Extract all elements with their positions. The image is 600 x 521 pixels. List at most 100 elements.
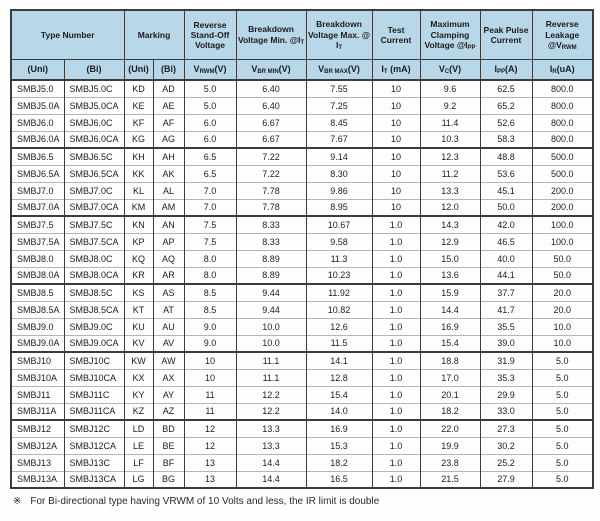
table-cell: 7.55 [305, 79, 373, 97]
table-cell: SMBJ6.5 [10, 147, 65, 165]
table-cell: 50.0 [531, 249, 594, 267]
table-cell: 46.5 [479, 232, 533, 250]
col-header-reverse-standoff-voltage: Reverse Stand-Off Voltage [183, 9, 237, 60]
subheader-it: IT (mA) [371, 59, 421, 81]
table-cell: AX [152, 368, 185, 386]
col-header-max-clamping-voltage: Maximum Clamping Voltage @IPP [419, 9, 481, 60]
table-cell: 10 [371, 130, 421, 149]
table-cell: 12.9 [419, 232, 481, 250]
table-cell: SMBJ13C [63, 453, 125, 471]
footnote-text: For Bi-directional type having VRWM of 1… [30, 496, 380, 507]
table-cell: 9.44 [235, 283, 307, 301]
table-cell: SMBJ6.0CA [63, 130, 125, 149]
table-cell: SMBJ8.5CA [63, 300, 125, 318]
table-cell: KH [123, 147, 154, 165]
table-cell: 20.0 [531, 283, 594, 301]
table-cell: 19.9 [419, 436, 481, 454]
table-cell: SMBJ9.0 [10, 317, 65, 335]
subheader-uni-type: (Uni) [10, 59, 65, 81]
table-cell: 7.5 [183, 215, 237, 233]
table-cell: 9.44 [235, 300, 307, 318]
subheader-bi-marking: (Bi) [152, 59, 185, 81]
table-cell: 5.0 [531, 436, 594, 454]
table-cell: 50.0 [479, 198, 533, 217]
table-cell: 15.3 [305, 436, 373, 454]
table-cell: 800.0 [531, 79, 594, 97]
table-row: SMBJ8.5 SMBJ8.5C KS AS 8.5 9.44 11.92 1.0 15.9 37… [10, 283, 594, 301]
table-cell: 33.0 [479, 402, 533, 421]
table-body: SMBJ5.0 SMBJ5.0C KD AD 5.0 6.40 7.55 10 9.6 62.5 8… [10, 79, 594, 489]
table-cell: KU [123, 317, 154, 335]
table-row: SMBJ5.0 SMBJ5.0C KD AD 5.0 6.40 7.55 10 9.6 62.5 8… [10, 79, 594, 97]
table-cell: SMBJ5.0A [10, 96, 65, 114]
table-cell: 1.0 [371, 249, 421, 267]
table-cell: 35.5 [479, 317, 533, 335]
table-cell: 7.0 [183, 181, 237, 199]
footnote-reference-mark: ※ [13, 496, 22, 507]
table-cell: 39.0 [479, 334, 533, 353]
table-cell: AY [152, 385, 185, 403]
table-cell: 6.40 [235, 96, 307, 114]
table-cell: 14.4 [419, 300, 481, 318]
table-cell: 6.67 [235, 113, 307, 131]
table-cell: BE [152, 436, 185, 454]
table-cell: 1.0 [371, 232, 421, 250]
table-cell: KN [123, 215, 154, 233]
table-cell: 14.3 [419, 215, 481, 233]
table-cell: SMBJ7.0A [10, 198, 65, 217]
table-cell: 6.0 [183, 113, 237, 131]
subheader-vbr-min: VBR MIN(V) [235, 59, 307, 81]
table-cell: SMBJ10CA [63, 368, 125, 386]
table-cell: SMBJ5.0 [10, 79, 65, 97]
table-cell: SMBJ12CA [63, 436, 125, 454]
table-cell: 1.0 [371, 453, 421, 471]
table-cell: 5.0 [183, 96, 237, 114]
table-cell: 10.0 [531, 334, 594, 353]
table-cell: SMBJ6.0A [10, 130, 65, 149]
table-cell: KM [123, 198, 154, 217]
footnote: ※ For Bi-directional type having VRWM of … [13, 496, 379, 507]
table-cell: SMBJ5.0CA [63, 96, 125, 114]
table-cell: 12.3 [419, 147, 481, 165]
table-cell: 58.3 [479, 130, 533, 149]
table-row: SMBJ11A SMBJ11CA KZ AZ 11 12.2 14.0 1.0 18.2 33.0… [10, 402, 594, 421]
table-cell: 14.4 [235, 470, 307, 489]
table-cell: SMBJ13CA [63, 470, 125, 489]
table-cell: 9.2 [419, 96, 481, 114]
table-cell: AR [152, 266, 185, 285]
table-cell: 1.0 [371, 402, 421, 421]
table-cell: SMBJ10C [63, 351, 125, 369]
table-cell: 12.6 [305, 317, 373, 335]
table-cell: SMBJ8.0 [10, 249, 65, 267]
table-cell: 11.4 [419, 113, 481, 131]
table-cell: 7.67 [305, 130, 373, 149]
table-cell: 10 [183, 351, 237, 369]
table-cell: 9.14 [305, 147, 373, 165]
subheader-uni-marking: (Uni) [123, 59, 154, 81]
table-cell: 15.4 [305, 385, 373, 403]
table-cell: 22.0 [419, 419, 481, 437]
table-cell: 7.5 [183, 232, 237, 250]
table-cell: 18.2 [419, 402, 481, 421]
table-cell: 5.0 [531, 368, 594, 386]
subheader-vrwm: VRWM(V) [183, 59, 237, 81]
table-cell: SMBJ10A [10, 368, 65, 386]
table-cell: SMBJ8.0A [10, 266, 65, 285]
table-cell: 1.0 [371, 317, 421, 335]
table-cell: 5.0 [183, 79, 237, 97]
table-cell: 10 [371, 198, 421, 217]
table-cell: KK [123, 164, 154, 182]
table-cell: SMBJ7.0C [63, 181, 125, 199]
table-cell: 5.0 [531, 351, 594, 369]
table-cell: 10.23 [305, 266, 373, 285]
table-cell: KS [123, 283, 154, 301]
table-cell: 7.22 [235, 164, 307, 182]
table-cell: 8.89 [235, 266, 307, 285]
table-cell: SMBJ9.0C [63, 317, 125, 335]
table-cell: 9.58 [305, 232, 373, 250]
table-cell: 11 [183, 402, 237, 421]
table-row: SMBJ6.0A SMBJ6.0CA KG AG 6.0 6.67 7.67 10 10.3 58… [10, 130, 594, 149]
col-header-reverse-leakage: Reverse Leakage @VRWM [531, 9, 594, 60]
table-cell: AU [152, 317, 185, 335]
table-cell: SMBJ7.5C [63, 215, 125, 233]
